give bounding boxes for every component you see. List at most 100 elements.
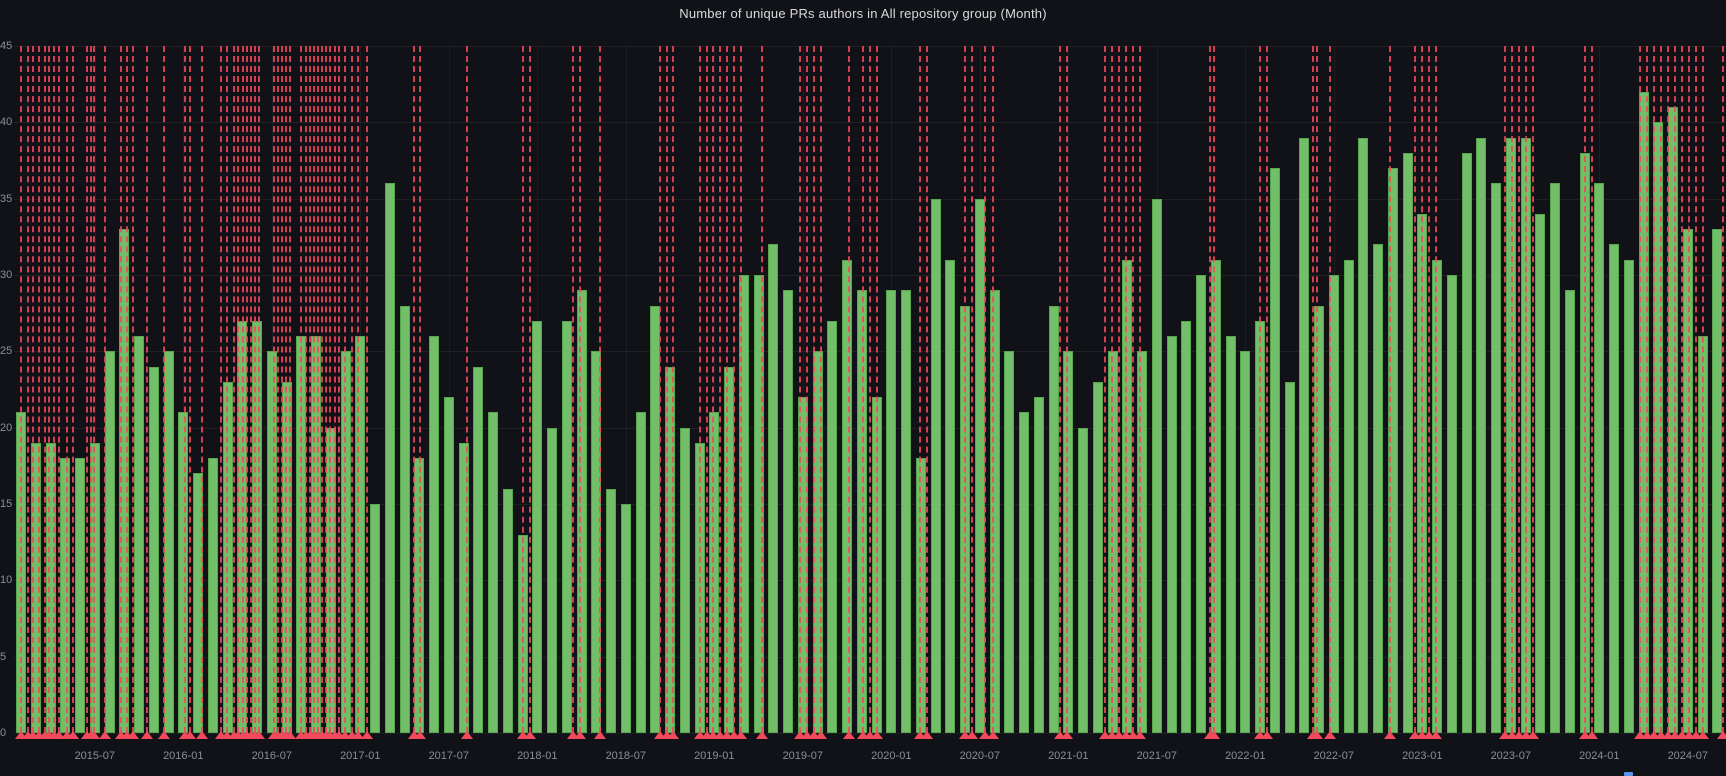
annotation-marker-icon[interactable]	[1676, 731, 1688, 739]
annotation-marker-icon[interactable]	[1384, 731, 1396, 739]
bar[interactable]	[1284, 382, 1295, 733]
annotation-marker-icon[interactable]	[221, 731, 233, 739]
annotation-marker-icon[interactable]	[979, 731, 991, 739]
bar[interactable]	[1019, 412, 1029, 733]
bar[interactable]	[1343, 260, 1354, 733]
bar[interactable]	[989, 290, 1000, 733]
bar[interactable]	[1181, 321, 1192, 733]
annotation-marker-icon[interactable]	[735, 731, 747, 739]
annotation-marker-icon[interactable]	[567, 731, 579, 739]
annotation-marker-icon[interactable]	[361, 731, 373, 739]
bar[interactable]	[384, 183, 395, 733]
bar[interactable]	[1609, 244, 1619, 733]
annotation-marker-icon[interactable]	[284, 731, 296, 739]
bar[interactable]	[1358, 138, 1369, 733]
bar[interactable]	[1402, 153, 1413, 733]
annotation-marker-icon[interactable]	[864, 731, 876, 739]
annotation-marker-icon[interactable]	[871, 731, 883, 739]
annotation-marker-icon[interactable]	[1683, 731, 1695, 739]
annotation-marker-icon[interactable]	[728, 731, 740, 739]
annotation-marker-icon[interactable]	[1261, 731, 1273, 739]
bar[interactable]	[1078, 428, 1088, 733]
annotation-marker-icon[interactable]	[1106, 731, 1118, 739]
annotation-marker-icon[interactable]	[53, 731, 65, 739]
annotation-marker-icon[interactable]	[1717, 731, 1726, 739]
annotation-marker-icon[interactable]	[1634, 731, 1646, 739]
annotation-marker-icon[interactable]	[67, 731, 79, 739]
annotation-marker-icon[interactable]	[1208, 731, 1220, 739]
annotation-marker-icon[interactable]	[815, 731, 827, 739]
annotation-marker-icon[interactable]	[253, 731, 265, 739]
annotation-marker-icon[interactable]	[914, 731, 926, 739]
annotation-marker-icon[interactable]	[1423, 731, 1435, 739]
annotation-marker-icon[interactable]	[721, 731, 733, 739]
bar[interactable]	[901, 290, 911, 733]
annotation-marker-icon[interactable]	[1586, 731, 1598, 739]
annotation-marker-icon[interactable]	[1506, 731, 1518, 739]
bar[interactable]	[473, 367, 484, 733]
annotation-marker-icon[interactable]	[714, 731, 726, 739]
bar[interactable]	[827, 321, 838, 733]
annotation-marker-icon[interactable]	[1120, 731, 1132, 739]
bar[interactable]	[1033, 397, 1044, 733]
annotation-marker-icon[interactable]	[1416, 731, 1428, 739]
annotation-marker-icon[interactable]	[1134, 731, 1146, 739]
annotation-marker-icon[interactable]	[1697, 731, 1709, 739]
annotation-marker-icon[interactable]	[524, 731, 536, 739]
bar[interactable]	[1476, 138, 1487, 733]
bar[interactable]	[783, 290, 793, 733]
panel-title[interactable]: Number of unique PRs authors in All repo…	[679, 6, 1047, 21]
bar[interactable]	[886, 290, 897, 733]
annotation-marker-icon[interactable]	[756, 731, 768, 739]
bar[interactable]	[1432, 260, 1442, 733]
annotation-marker-icon[interactable]	[1662, 731, 1674, 739]
bar[interactable]	[1564, 290, 1575, 733]
annotation-marker-icon[interactable]	[1527, 731, 1539, 739]
annotation-marker-icon[interactable]	[808, 731, 820, 739]
annotation-marker-icon[interactable]	[959, 731, 971, 739]
annotation-marker-icon[interactable]	[574, 731, 586, 739]
bar[interactable]	[547, 428, 557, 733]
annotation-marker-icon[interactable]	[1061, 731, 1073, 739]
bar[interactable]	[1092, 382, 1103, 733]
annotation-marker-icon[interactable]	[1099, 731, 1111, 739]
annotation-marker-icon[interactable]	[1324, 731, 1336, 739]
bar[interactable]	[1225, 336, 1236, 733]
annotation-marker-icon[interactable]	[15, 731, 27, 739]
annotation-marker-icon[interactable]	[921, 731, 933, 739]
bar[interactable]	[842, 260, 852, 733]
bar[interactable]	[635, 412, 646, 733]
bar[interactable]	[1550, 183, 1560, 733]
bar[interactable]	[1063, 351, 1074, 733]
bar[interactable]	[620, 504, 631, 733]
bar[interactable]	[429, 336, 439, 733]
annotation-marker-icon[interactable]	[966, 731, 978, 739]
annotation-marker-icon[interactable]	[1655, 731, 1667, 739]
annotation-marker-icon[interactable]	[1499, 731, 1511, 739]
bar[interactable]	[207, 458, 218, 733]
annotation-marker-icon[interactable]	[88, 731, 100, 739]
bar[interactable]	[1004, 351, 1015, 733]
annotation-marker-icon[interactable]	[1513, 731, 1525, 739]
bar[interactable]	[75, 458, 85, 733]
annotation-marker-icon[interactable]	[141, 731, 153, 739]
bar[interactable]	[1048, 306, 1059, 733]
bar[interactable]	[488, 412, 498, 733]
bar[interactable]	[1712, 229, 1723, 733]
bar[interactable]	[1151, 199, 1162, 733]
annotation-marker-icon[interactable]	[414, 731, 426, 739]
annotation-marker-icon[interactable]	[1690, 731, 1702, 739]
bar[interactable]	[1196, 275, 1206, 733]
annotation-marker-icon[interactable]	[654, 731, 666, 739]
bar[interactable]	[606, 489, 616, 733]
bar[interactable]	[148, 367, 159, 733]
annotation-marker-icon[interactable]	[1054, 731, 1066, 739]
bar[interactable]	[930, 199, 941, 733]
annotation-marker-icon[interactable]	[1409, 731, 1421, 739]
annotation-marker-icon[interactable]	[667, 731, 679, 739]
annotation-marker-icon[interactable]	[843, 731, 855, 739]
annotation-marker-icon[interactable]	[1641, 731, 1653, 739]
annotation-marker-icon[interactable]	[594, 731, 606, 739]
bar[interactable]	[1623, 260, 1634, 733]
annotation-marker-icon[interactable]	[99, 731, 111, 739]
